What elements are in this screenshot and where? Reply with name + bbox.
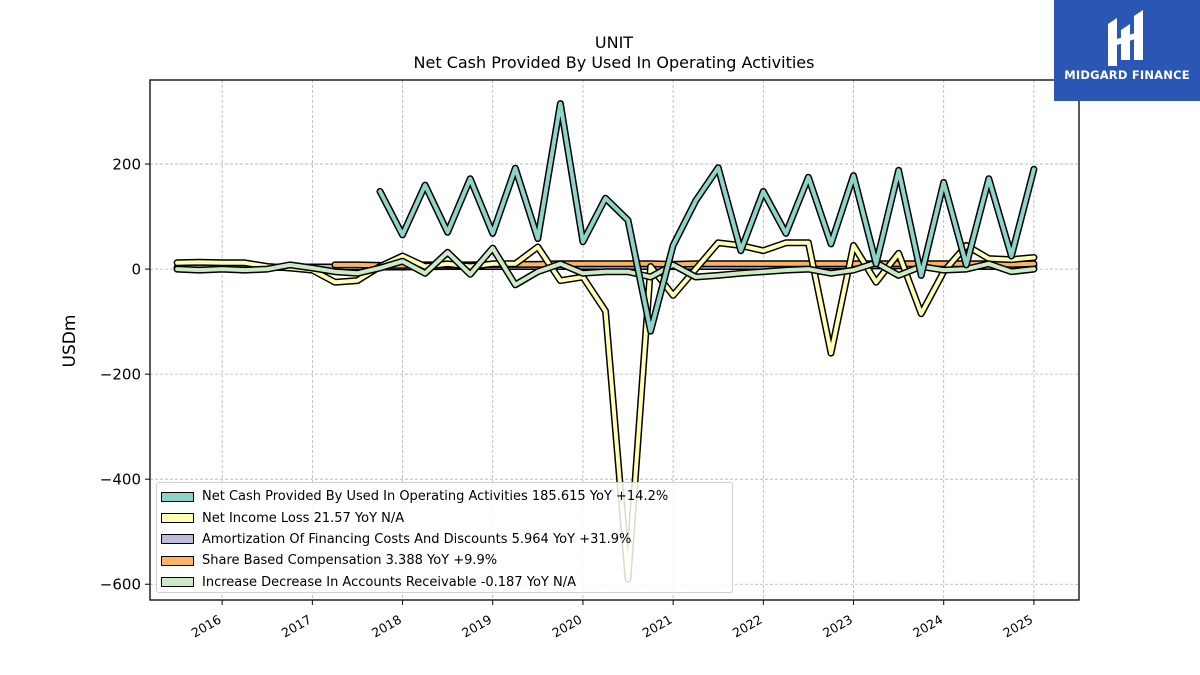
legend-label: Share Based Compensation 3.388 YoY +9.9%	[202, 553, 498, 569]
y-tick-label: 200	[112, 156, 141, 174]
x-tick-label: 2018	[369, 612, 404, 641]
x-tick-label: 2022	[730, 612, 765, 641]
logo-text: MIDGARD FINANCE	[1064, 68, 1190, 82]
x-tick-label: 2025	[1000, 612, 1035, 641]
legend-item: Increase Decrease In Accounts Receivable…	[161, 572, 732, 593]
x-tick-label: 2019	[459, 612, 494, 641]
legend-label: Increase Decrease In Accounts Receivable…	[202, 574, 576, 590]
y-tick-label: −400	[100, 471, 141, 489]
x-tick-label: 2020	[549, 612, 584, 641]
series-line	[175, 246, 1036, 287]
chart-legend: Net Cash Provided By Used In Operating A…	[156, 482, 733, 593]
midgard-logo-icon	[1108, 10, 1143, 66]
y-tick-label: −600	[100, 576, 141, 594]
y-axis-label: USDm	[60, 315, 80, 368]
plot-frame	[149, 79, 1080, 601]
x-tick-label: 2024	[910, 612, 945, 641]
legend-label: Amortization Of Financing Costs And Disc…	[202, 531, 632, 547]
legend-item: Share Based Compensation 3.388 YoY +9.9%	[161, 550, 732, 571]
midgard-finance-logo: MIDGARD FINANCE	[1054, 0, 1200, 101]
series-1	[173, 239, 1038, 583]
plot-series	[173, 100, 1038, 583]
x-tick-label: 2023	[820, 612, 855, 641]
series-4	[173, 244, 1038, 289]
legend-swatch	[161, 534, 194, 545]
legend-swatch	[161, 513, 194, 524]
y-tick-label: −200	[100, 366, 141, 384]
chart-title: UNIT	[595, 33, 633, 52]
x-tick-label: 2021	[640, 612, 675, 641]
legend-swatch	[161, 555, 194, 566]
legend-swatch	[161, 577, 194, 588]
series-line	[175, 240, 1036, 581]
legend-item: Net Income Loss 21.57 YoY N/A	[161, 507, 732, 528]
x-tick-label: 2017	[279, 612, 314, 641]
legend-label: Net Income Loss 21.57 YoY N/A	[202, 510, 405, 526]
legend-item: Amortization Of Financing Costs And Disc…	[161, 529, 732, 550]
series-line	[378, 101, 1036, 334]
legend-label: Net Cash Provided By Used In Operating A…	[202, 489, 669, 505]
legend-item: Net Cash Provided By Used In Operating A…	[161, 486, 732, 507]
chart-subtitle: Net Cash Provided By Used In Operating A…	[414, 53, 815, 72]
legend-swatch	[161, 491, 194, 502]
y-tick-label: 0	[131, 261, 141, 279]
x-tick-label: 2016	[189, 612, 224, 641]
series-0	[376, 100, 1038, 335]
